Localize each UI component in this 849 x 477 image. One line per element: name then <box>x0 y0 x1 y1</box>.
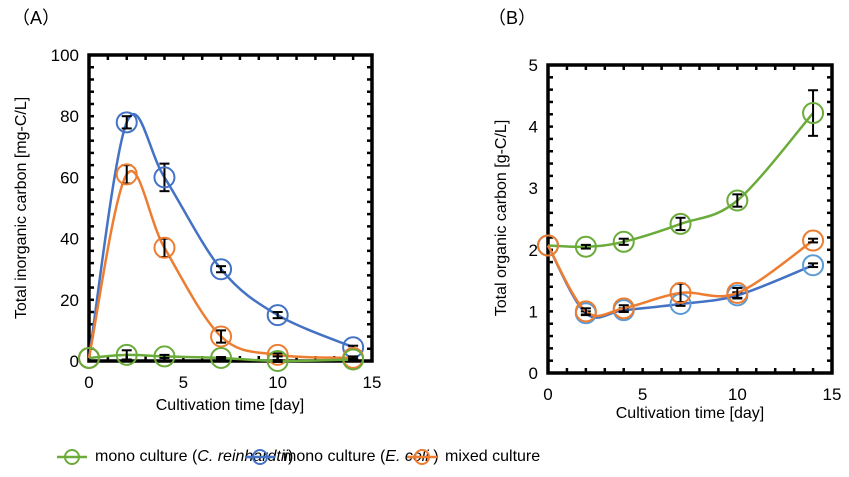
panel-a-data-point-green <box>153 345 176 368</box>
panel-a-data-point-blue <box>115 111 138 134</box>
panel-a-data-point-orange <box>115 163 138 186</box>
panel-a-x-tick-label: 15 <box>363 373 382 392</box>
panel-a-data-point-blue <box>210 258 233 281</box>
panel-b-data-point-orange <box>574 300 597 323</box>
panel-b-x-axis-title: Cultivation time [day] <box>616 405 765 422</box>
panel-a-data-point-orange <box>210 325 233 348</box>
panel-b-data-point-blue <box>802 254 825 277</box>
panel-a-data-point-green <box>266 350 289 372</box>
panel-a-error-bar-green <box>121 349 132 361</box>
panel-a-error-bar-green <box>272 359 283 363</box>
panel-a-data-point-orange <box>266 343 289 366</box>
panel-b-data-point-green <box>802 102 825 125</box>
panel-a-x-tick-label: 10 <box>268 373 287 392</box>
panel-b-x-tick-label: 0 <box>543 385 552 404</box>
legend: mono culture (C. reinhardtii) mono cultu… <box>0 442 849 472</box>
panel-b-data-point-orange <box>802 229 825 252</box>
panel-b-data-point-green <box>612 230 635 253</box>
panel-a-error-bar-blue <box>216 265 227 274</box>
panel-b-y-axis-title: Total organic carbon [g-C/L] <box>493 120 510 317</box>
panel-b-data-point-green <box>574 235 597 258</box>
panel-a-plot-frame <box>87 53 374 363</box>
panel-b-error-bar-green <box>580 243 591 250</box>
panel-b-data-point-orange <box>669 281 692 304</box>
panel-a-data-point-green <box>210 346 233 369</box>
panel-a-x-tick-label: 0 <box>84 373 93 392</box>
panel-b-x-tick-label: 5 <box>638 385 647 404</box>
panel-a-error-bar-blue <box>121 115 132 130</box>
panel-a-y-tick-label: 60 <box>60 168 79 187</box>
panel-a-data-point-green <box>342 348 365 371</box>
panel-b-error-bar-orange <box>808 237 819 244</box>
panel-b-x-tick-label: 15 <box>823 385 842 404</box>
panel-b-data-point-orange <box>726 281 749 304</box>
panel-a-error-bar-green <box>348 357 359 362</box>
panel-b-y-tick-label: 4 <box>529 118 538 137</box>
panel-b: （B） Total organic carbon [g-C/L] Cultiva… <box>488 8 841 422</box>
legend-label-orange: mixed culture <box>445 448 541 465</box>
panel-b-error-bar-green <box>732 193 743 208</box>
panel-b-data-point-green <box>669 212 692 235</box>
panel-a-error-bar-orange <box>216 329 227 344</box>
panel-a-data-point-blue <box>266 304 289 327</box>
panel-b-series-line-orange <box>546 239 814 318</box>
panel-a-y-tick-label: 100 <box>51 46 79 65</box>
panel-a-error-bar-green <box>216 356 227 360</box>
panel-a-data-point-green <box>78 346 100 369</box>
panel-a-data-point-orange <box>153 236 176 259</box>
panel-a-y-axis-title: Total inorganic carbon [mg-C/L] <box>13 97 30 319</box>
panel-b-data-point-green <box>726 189 749 212</box>
panel-a-data-point-blue <box>153 166 176 189</box>
panel-b-error-bar-orange <box>618 304 629 313</box>
panel-b-data-point-orange <box>537 234 559 257</box>
panel-b-error-bar-green <box>618 237 629 246</box>
panel-a-error-bar-orange <box>272 352 283 358</box>
panel-b-y-tick-label: 0 <box>529 364 538 383</box>
legend-marker-icon-green <box>57 449 87 465</box>
panel-b-error-bar-blue <box>808 262 819 269</box>
panel-b-y-tick-label: 1 <box>529 302 538 321</box>
panel-a-y-tick-label: 0 <box>70 352 79 371</box>
panel-a-label: （A） <box>12 8 60 28</box>
panel-a-x-tick-label: 5 <box>179 373 188 392</box>
panel-b-data-point-orange <box>612 297 635 320</box>
legend-marker-icon-orange <box>407 449 437 465</box>
panel-b-error-bar-green <box>675 216 686 232</box>
panel-a-x-axis-title: Cultivation time [day] <box>156 397 305 414</box>
panel-b-plot-frame <box>546 63 834 375</box>
panel-b-y-tick-label: 3 <box>529 179 538 198</box>
panel-b-label: （B） <box>488 8 536 28</box>
panel-a-error-bar-green <box>159 353 170 359</box>
legend-marker-icon-blue <box>245 449 275 465</box>
panel-a-y-tick-label: 20 <box>60 291 79 310</box>
panel-a-error-bar-blue <box>272 311 283 320</box>
panel-b-x-tick-label: 10 <box>728 385 747 404</box>
panel-b-y-tick-label: 2 <box>529 241 538 260</box>
panel-a-y-tick-label: 80 <box>60 107 79 126</box>
panel-b-error-bar-green <box>808 89 819 137</box>
legend-item-orange: mixed culture <box>405 442 540 472</box>
panel-a-series-line-blue <box>87 113 354 359</box>
panel-b-y-tick-label: 5 <box>529 56 538 75</box>
panel-b-error-bar-orange <box>732 286 743 299</box>
panel-b-error-bar-orange <box>580 307 591 316</box>
panel-a-series-line-green <box>88 353 354 363</box>
panel-a: （A） Total inorganic carbon [mg-C/L] Cult… <box>12 8 381 414</box>
panel-a-y-tick-label: 40 <box>60 230 79 249</box>
panel-a-data-point-green <box>115 343 138 366</box>
